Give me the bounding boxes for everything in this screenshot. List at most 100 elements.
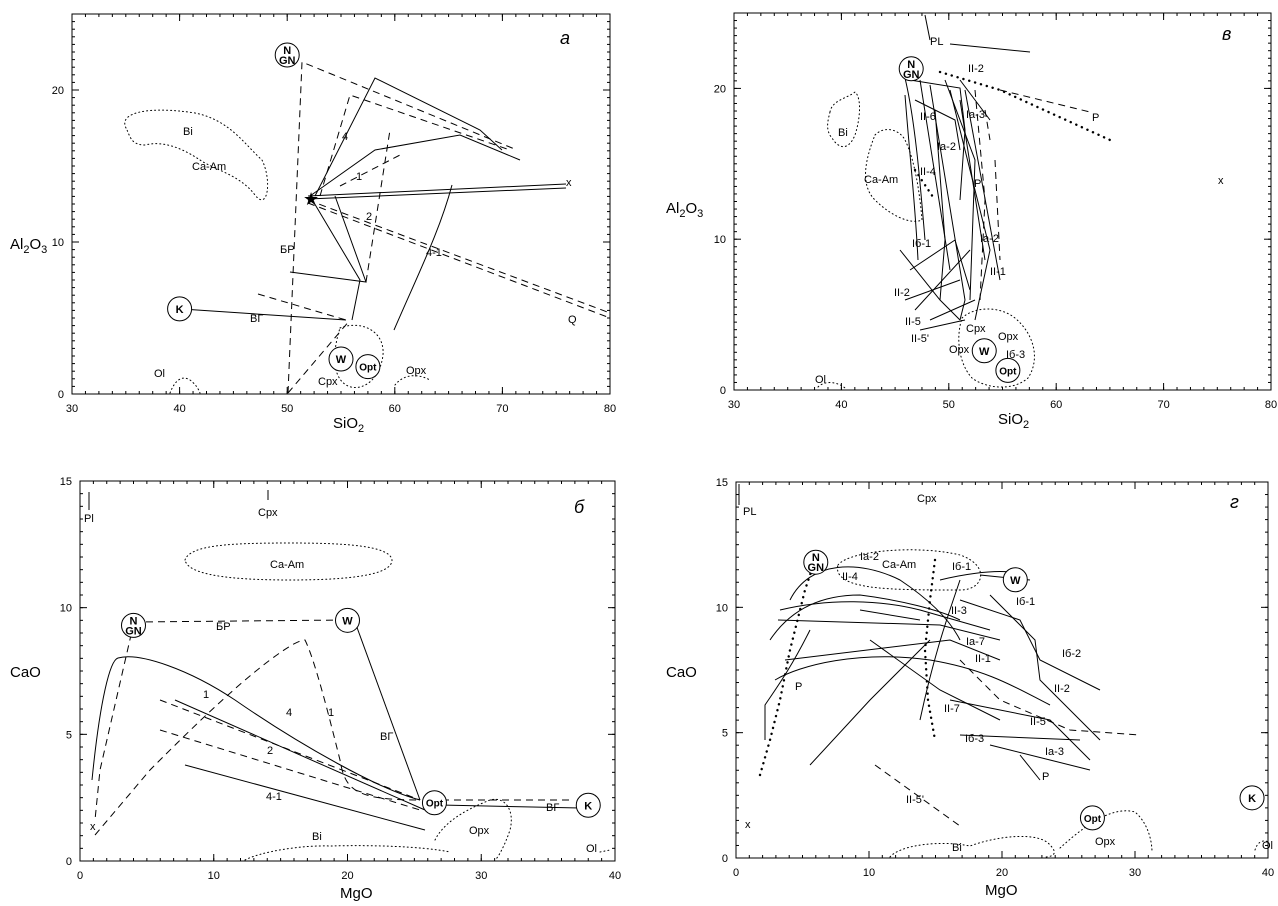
x-axis-title: SiO2 — [333, 415, 364, 435]
data-point-marker — [995, 357, 1021, 383]
data-point-label: W — [979, 346, 990, 358]
data-point-label: N — [130, 615, 138, 627]
y-tick-label: 20 — [52, 85, 64, 97]
x-tick-label: 40 — [835, 399, 847, 411]
data-point-label: W — [336, 354, 347, 366]
x-tick-label: 80 — [604, 403, 616, 415]
y-tick-label: 5 — [722, 728, 728, 740]
data-point-marker — [1079, 805, 1105, 831]
svg-text:ВГ: ВГ — [380, 731, 393, 743]
svg-text:x: x — [566, 177, 572, 189]
svg-text:Opx: Opx — [406, 365, 427, 377]
y-tick-label: 10 — [52, 237, 64, 249]
data-point-label: N — [283, 45, 291, 57]
data-point-label: Opt — [426, 799, 444, 810]
svg-text:Bi: Bi — [952, 842, 962, 854]
panel-letter: г — [1230, 492, 1239, 512]
x-tick-label: 50 — [281, 403, 293, 415]
svg-text:2: 2 — [267, 745, 273, 757]
y-tick-label: 10 — [716, 602, 728, 614]
y-axis-title: CaO — [10, 664, 41, 681]
panel-letter: а — [560, 28, 570, 48]
svg-text:★: ★ — [303, 189, 319, 209]
svg-text:Bi: Bi — [183, 126, 193, 138]
data-point-marker — [898, 56, 924, 82]
svg-text:x: x — [1218, 175, 1224, 187]
svg-text:Bi: Bi — [312, 831, 322, 843]
svg-text:Ia-7: Ia-7 — [966, 636, 985, 648]
svg-text:Pl: Pl — [84, 513, 94, 525]
svg-text:II-4: II-4 — [842, 571, 858, 583]
svg-text:II-1: II-1 — [975, 653, 991, 665]
svg-text:Bi: Bi — [838, 127, 848, 139]
x-tick-label: 60 — [1050, 399, 1062, 411]
svg-text:PL: PL — [743, 506, 756, 518]
y-tick-label: 10 — [714, 234, 726, 246]
panel-g: 0 10 20 30 40 0 5 10 15 г MgO CaO PL — [666, 477, 1274, 899]
data-point: W — [335, 607, 360, 633]
y-axis-title: Al2O3 — [666, 200, 703, 220]
data-point-marker — [335, 607, 360, 633]
svg-text:2: 2 — [366, 211, 372, 223]
x-tick-label: 50 — [943, 399, 955, 411]
svg-text:P: P — [1092, 112, 1099, 124]
y-tick-label: 15 — [716, 477, 728, 489]
panel-a: 30 40 50 60 70 80 0 10 20 а SiO2 Al2O3 ★ Bi Ca-A… — [10, 13, 616, 435]
data-point: K — [167, 296, 193, 322]
data-point: NGN — [274, 42, 300, 68]
data-point-label: GN — [279, 55, 296, 67]
svg-text:1: 1 — [328, 707, 334, 719]
svg-text:Cpx: Cpx — [917, 493, 937, 505]
svg-text:Ia-3: Ia-3 — [966, 109, 985, 121]
panel-b: 0 10 20 30 40 0 5 10 15 б MgO CaO Pl Cpx Ca-Am Б… — [10, 476, 621, 902]
data-point-label: N — [907, 59, 915, 71]
svg-text:II-2: II-2 — [968, 63, 984, 75]
data-point: Opt — [355, 354, 381, 380]
data-point: NGN — [898, 56, 924, 82]
data-point-marker — [1239, 785, 1265, 811]
data-point-label: Opt — [1084, 814, 1102, 825]
svg-text:1: 1 — [203, 689, 209, 701]
svg-text:Ia-2: Ia-2 — [980, 233, 999, 245]
data-point: K — [1239, 785, 1265, 811]
data-point-label: Opt — [999, 366, 1017, 377]
data-point-marker — [803, 549, 829, 575]
svg-text:ВГ: ВГ — [250, 313, 263, 325]
svg-text:II-5: II-5 — [1030, 716, 1046, 728]
panel-letter: б — [574, 497, 585, 517]
data-point: Opt — [995, 357, 1021, 383]
x-tick-label: 40 — [1262, 867, 1274, 879]
svg-text:БР: БР — [280, 244, 295, 256]
data-point-label: K — [1248, 793, 1256, 805]
svg-text:II-4: II-4 — [920, 166, 936, 178]
x-tick-label: 10 — [208, 870, 220, 882]
svg-text:Ol: Ol — [154, 368, 165, 380]
svg-text:Q: Q — [568, 314, 577, 326]
svg-text:x: x — [745, 819, 751, 831]
svg-text:II-5': II-5' — [906, 794, 924, 806]
x-tick-label: 0 — [77, 870, 83, 882]
svg-text:II-2: II-2 — [1054, 683, 1070, 695]
y-tick-label: 5 — [66, 729, 72, 741]
panel-v: 30 40 50 60 70 80 0 10 20 в SiO2 Al2O3 — [666, 12, 1277, 431]
svg-text:Opx: Opx — [998, 331, 1019, 343]
data-point-marker — [971, 338, 997, 364]
svg-text:Ca-Am: Ca-Am — [864, 174, 898, 186]
svg-text:Ol: Ol — [815, 374, 826, 386]
data-point-marker — [421, 790, 447, 816]
svg-text:Opx: Opx — [469, 825, 490, 837]
y-tick-label: 0 — [720, 385, 726, 397]
data-point: W — [971, 338, 997, 364]
svg-text:P: P — [795, 681, 802, 693]
data-point-label: W — [342, 615, 353, 627]
svg-text:II-7: II-7 — [944, 703, 960, 715]
svg-text:Iб-3: Iб-3 — [965, 733, 984, 745]
data-point: K — [575, 792, 601, 818]
data-point-marker — [328, 346, 354, 372]
y-axis-title: CaO — [666, 664, 697, 681]
data-point-label: GN — [808, 562, 825, 574]
svg-text:Ol: Ol — [586, 843, 597, 855]
svg-text:II-6: II-6 — [920, 111, 936, 123]
svg-text:x: x — [90, 821, 96, 833]
svg-text:Iб-1: Iб-1 — [1016, 596, 1035, 608]
